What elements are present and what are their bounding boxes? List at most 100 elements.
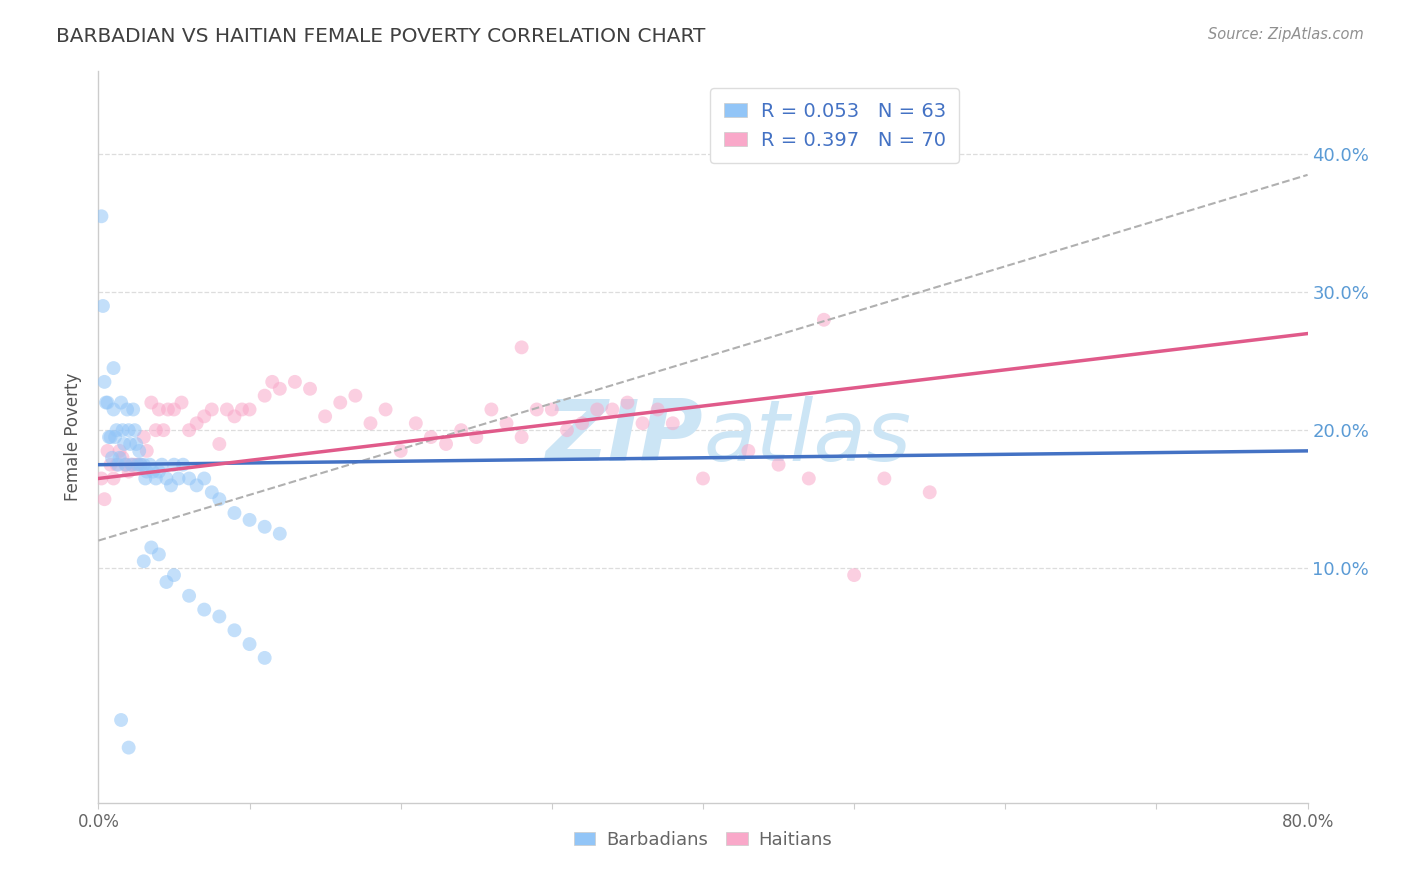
Point [253, 520, 276, 534]
Point [148, 402, 170, 417]
Point [405, 417, 427, 431]
Point [262, 375, 284, 389]
Point [103, 402, 125, 417]
Point [110, 395, 132, 409]
Text: ZIP: ZIP [546, 395, 703, 479]
Point [110, 713, 132, 727]
Point [120, 437, 142, 451]
Point [239, 637, 262, 651]
Point [115, 402, 138, 417]
Point [101, 450, 124, 465]
Point [224, 624, 246, 638]
Point [90, 471, 112, 485]
Point [329, 395, 352, 409]
Point [269, 526, 291, 541]
Point [152, 423, 174, 437]
Point [360, 417, 382, 431]
Point [239, 513, 262, 527]
Point [135, 465, 157, 479]
Point [141, 395, 163, 409]
Point [93, 375, 115, 389]
Point [98, 430, 121, 444]
Point [253, 651, 276, 665]
Point [571, 417, 593, 431]
Legend: Barbadians, Haitians: Barbadians, Haitians [567, 823, 839, 856]
Point [139, 458, 162, 472]
Point [253, 389, 276, 403]
Text: atlas: atlas [703, 395, 911, 479]
Point [193, 409, 215, 424]
Point [94, 395, 117, 409]
Point [108, 443, 131, 458]
Point [114, 458, 136, 472]
Point [121, 458, 143, 472]
Point [141, 541, 163, 555]
Point [114, 458, 136, 472]
Point [96, 443, 118, 458]
Point [510, 340, 533, 354]
Point [163, 568, 186, 582]
Point [510, 430, 533, 444]
Point [201, 402, 224, 417]
Point [104, 430, 127, 444]
Point [129, 458, 152, 472]
Point [661, 417, 683, 431]
Point [170, 395, 193, 409]
Point [163, 458, 186, 472]
Point [450, 423, 472, 437]
Point [215, 402, 238, 417]
Point [90, 209, 112, 223]
Point [586, 402, 609, 417]
Point [465, 430, 488, 444]
Point [124, 423, 146, 437]
Point [155, 471, 177, 485]
Point [118, 423, 141, 437]
Point [208, 492, 231, 507]
Point [132, 458, 155, 472]
Point [495, 417, 517, 431]
Point [179, 423, 201, 437]
Point [179, 471, 201, 485]
Point [118, 740, 141, 755]
Point [918, 485, 941, 500]
Point [269, 382, 291, 396]
Point [108, 450, 131, 465]
Point [193, 471, 215, 485]
Point [107, 458, 129, 472]
Point [540, 402, 562, 417]
Point [239, 402, 262, 417]
Point [105, 458, 128, 472]
Point [555, 423, 578, 437]
Point [193, 602, 215, 616]
Point [231, 402, 253, 417]
Point [124, 458, 146, 472]
Point [167, 471, 190, 485]
Text: Source: ZipAtlas.com: Source: ZipAtlas.com [1208, 27, 1364, 42]
Point [420, 430, 443, 444]
Point [813, 312, 835, 326]
Point [156, 402, 179, 417]
Point [132, 554, 155, 568]
Text: BARBADIAN VS HAITIAN FEMALE POVERTY CORRELATION CHART: BARBADIAN VS HAITIAN FEMALE POVERTY CORR… [56, 27, 706, 45]
Point [163, 402, 186, 417]
Point [208, 437, 231, 451]
Point [692, 471, 714, 485]
Point [145, 471, 167, 485]
Point [91, 299, 114, 313]
Point [616, 395, 638, 409]
Point [127, 458, 149, 472]
Point [284, 375, 307, 389]
Point [105, 423, 128, 437]
Point [208, 609, 231, 624]
Point [125, 437, 148, 451]
Point [93, 492, 115, 507]
Point [434, 437, 457, 451]
Point [150, 458, 173, 472]
Point [299, 382, 322, 396]
Point [647, 402, 669, 417]
Point [844, 568, 866, 582]
Point [873, 471, 896, 485]
Point [111, 450, 134, 465]
Point [768, 458, 790, 472]
Point [142, 465, 165, 479]
